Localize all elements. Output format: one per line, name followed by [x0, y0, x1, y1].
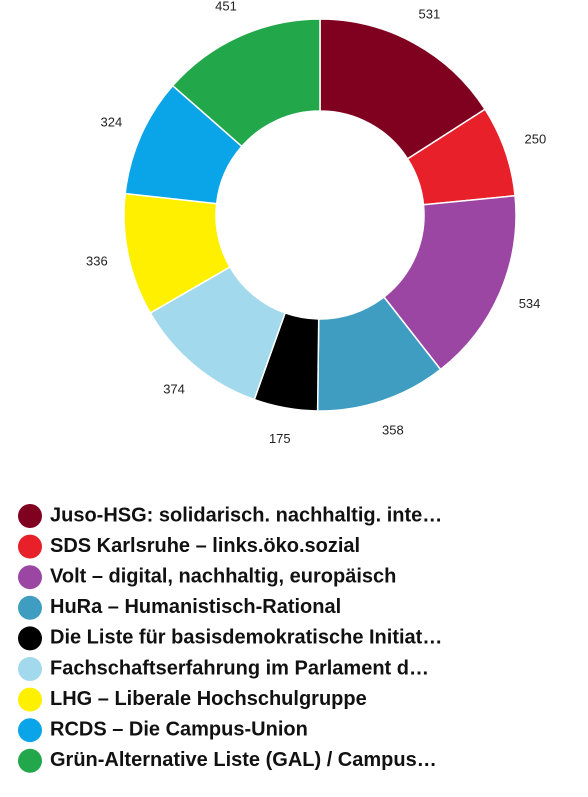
legend-label: HuRa – Humanistisch-Rational [50, 596, 341, 618]
value-label: 374 [163, 382, 185, 397]
value-label: 336 [86, 253, 108, 268]
legend-label: RCDS – Die Campus-Union [50, 718, 308, 740]
donut-slice [171, 18, 321, 148]
legend-swatch [18, 748, 42, 773]
legend-label: Volt – digital, nachhaltig, europäisch [50, 565, 396, 587]
value-label: 358 [382, 422, 404, 437]
legend-swatch [18, 504, 42, 528]
value-label: 534 [519, 296, 541, 311]
value-label: 250 [525, 132, 547, 147]
legend-swatch [18, 565, 42, 590]
legend-label: Juso-HSG: solidarisch. nachhaltig. inte… [50, 504, 442, 526]
legend-label: Die Liste für basisdemokratische Initiat… [50, 627, 442, 649]
legend-label: LHG – Liberale Hochschulgruppe [50, 688, 367, 710]
legend-swatch [18, 534, 42, 559]
legend-swatch [18, 595, 42, 620]
value-label: 531 [419, 6, 441, 21]
legend-label: Grün-Alternative Liste (GAL) / Campus… [50, 749, 437, 771]
legend-label: SDS Karlsruhe – links.öko.sozial [50, 535, 360, 557]
value-label: 324 [101, 114, 123, 129]
value-label: 175 [269, 431, 291, 446]
legend-swatch [18, 718, 42, 743]
legend-swatch [18, 687, 42, 712]
legend-swatch [18, 657, 42, 681]
value-label: 451 [215, 0, 237, 14]
legend-label: Fachschaftserfahrung im Parlament d… [50, 657, 429, 679]
legend-swatch [18, 626, 42, 651]
